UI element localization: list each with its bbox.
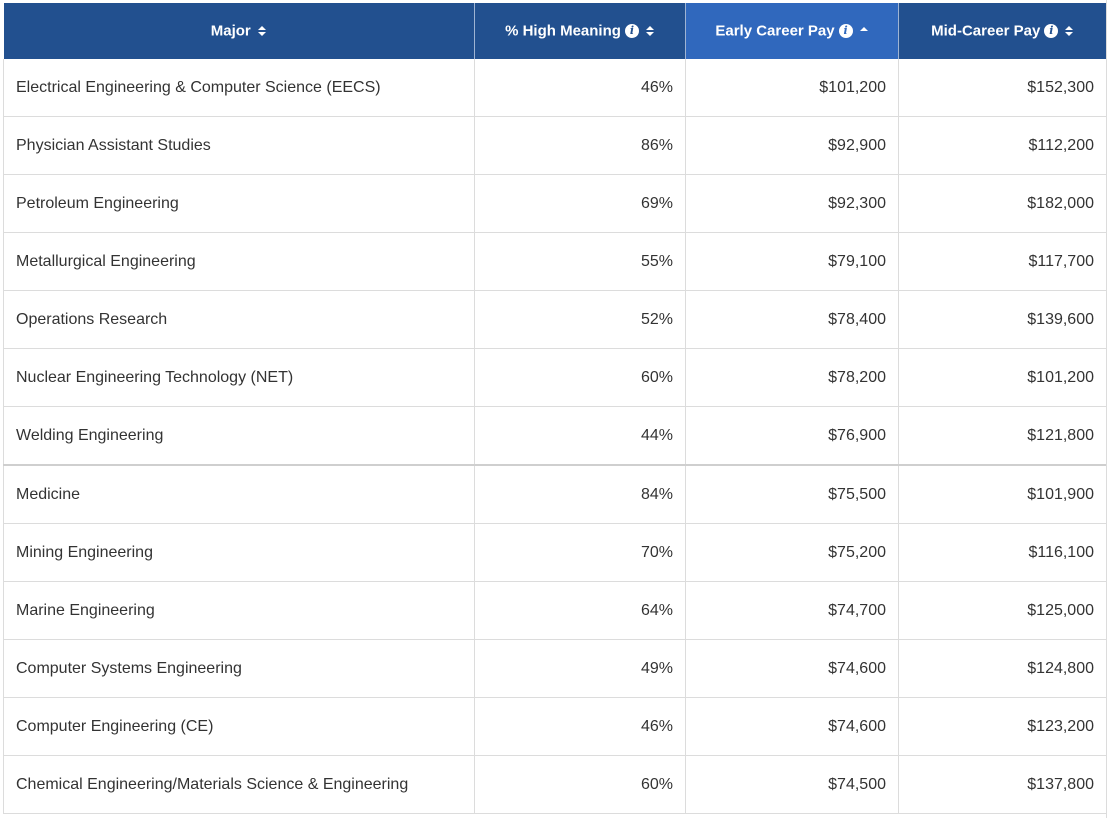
column-header-high-meaning[interactable]: % High Meaning i (474, 3, 686, 59)
table-row: Welding Engineering 44% $76,900 $121,800 (3, 406, 1107, 466)
sort-up-icon[interactable] (859, 24, 869, 38)
table-row: Mining Engineering 70% $75,200 $116,100 (3, 523, 1107, 582)
table-row: Marine Engineering 64% $74,700 $125,000 (3, 581, 1107, 640)
cell-early-career-pay: $92,900 (685, 116, 899, 175)
cell-mid-career-pay: $101,200 (898, 348, 1107, 407)
cell-major: Medicine (3, 465, 475, 524)
table-row: Computer Engineering (CE) 46% $74,600 $123,… (3, 697, 1107, 756)
cell-mid-career-pay: $112,200 (898, 116, 1107, 175)
column-header-mid-career-pay[interactable]: Mid-Career Pay i (898, 3, 1107, 59)
cell-high-meaning: 60% (474, 348, 686, 407)
cell-major: Petroleum Engineering (3, 174, 475, 233)
info-icon[interactable]: i (624, 24, 639, 39)
column-header-early-career-pay[interactable]: Early Career Pay i (685, 3, 899, 59)
cell-early-career-pay: $74,500 (685, 755, 899, 814)
cell-mid-career-pay: $101,900 (898, 465, 1107, 524)
cell-high-meaning: 70% (474, 523, 686, 582)
column-header-major[interactable]: Major (3, 3, 475, 59)
cell-early-career-pay: $76,900 (685, 406, 899, 466)
cell-high-meaning: 64% (474, 581, 686, 640)
cell-high-meaning: 86% (474, 116, 686, 175)
cell-early-career-pay: $92,300 (685, 174, 899, 233)
cell-major: Mining Engineering (3, 523, 475, 582)
table-row: Physician Assistant Studies 86% $92,900 $11… (3, 116, 1107, 175)
sort-both-icon[interactable] (645, 24, 655, 38)
cell-high-meaning: 44% (474, 406, 686, 466)
cell-mid-career-pay: $182,000 (898, 174, 1107, 233)
table-header: Major % High Meaning i Early Career Pay i … (3, 3, 1107, 59)
cell-early-career-pay: $74,600 (685, 639, 899, 698)
cell-early-career-pay: $75,200 (685, 523, 899, 582)
sort-both-icon[interactable] (1064, 24, 1074, 38)
cell-high-meaning: 49% (474, 639, 686, 698)
column-header-high-meaning-label: % High Meaning (505, 22, 621, 40)
info-icon[interactable]: i (838, 24, 853, 39)
cell-mid-career-pay: $139,600 (898, 290, 1107, 349)
table-row: Operations Research 52% $78,400 $139,600 (3, 290, 1107, 349)
cell-mid-career-pay: $117,700 (898, 232, 1107, 291)
cell-major: Nuclear Engineering Technology (NET) (3, 348, 475, 407)
cell-major: Metallurgical Engineering (3, 232, 475, 291)
table-row: Electrical Engineering & Computer Scienc… (3, 59, 1107, 117)
table-row: Computer Systems Engineering 49% $74,600 $1… (3, 639, 1107, 698)
column-header-mid-career-pay-label: Mid-Career Pay (931, 22, 1041, 40)
cell-high-meaning: 46% (474, 59, 686, 117)
cell-major: Physician Assistant Studies (3, 116, 475, 175)
cell-high-meaning: 46% (474, 697, 686, 756)
table-row: Metallurgical Engineering 55% $79,100 $117,… (3, 232, 1107, 291)
cell-major: Chemical Engineering/Materials Science &… (3, 755, 475, 814)
cell-major: Welding Engineering (3, 406, 475, 466)
info-icon[interactable]: i (1044, 24, 1059, 39)
cell-mid-career-pay: $123,200 (898, 697, 1107, 756)
cell-major: Electrical Engineering & Computer Scienc… (3, 59, 475, 117)
salary-table-container: Major % High Meaning i Early Career Pay i … (3, 3, 1107, 814)
cell-mid-career-pay: $116,100 (898, 523, 1107, 582)
cell-early-career-pay: $79,100 (685, 232, 899, 291)
cell-mid-career-pay: $121,800 (898, 406, 1107, 466)
table-body: Electrical Engineering & Computer Scienc… (3, 59, 1107, 814)
header-row: Major % High Meaning i Early Career Pay i … (3, 3, 1107, 59)
cell-mid-career-pay: $137,800 (898, 755, 1107, 814)
table-row: Petroleum Engineering 69% $92,300 $182,000 (3, 174, 1107, 233)
table-row: Chemical Engineering/Materials Science &… (3, 755, 1107, 814)
table-row: Nuclear Engineering Technology (NET) 60% $… (3, 348, 1107, 407)
cell-early-career-pay: $75,500 (685, 465, 899, 524)
sort-both-icon[interactable] (257, 24, 267, 38)
cell-high-meaning: 69% (474, 174, 686, 233)
cell-early-career-pay: $74,600 (685, 697, 899, 756)
cell-high-meaning: 84% (474, 465, 686, 524)
column-header-major-label: Major (210, 22, 251, 40)
cell-mid-career-pay: $152,300 (898, 59, 1107, 117)
cell-early-career-pay: $74,700 (685, 581, 899, 640)
cell-early-career-pay: $78,400 (685, 290, 899, 349)
table-row: Medicine 84% $75,500 $101,900 (3, 465, 1107, 524)
table-right-border (1106, 0, 1107, 818)
cell-mid-career-pay: $125,000 (898, 581, 1107, 640)
cell-early-career-pay: $78,200 (685, 348, 899, 407)
cell-early-career-pay: $101,200 (685, 59, 899, 117)
cell-major: Operations Research (3, 290, 475, 349)
cell-major: Computer Systems Engineering (3, 639, 475, 698)
cell-high-meaning: 52% (474, 290, 686, 349)
cell-high-meaning: 55% (474, 232, 686, 291)
column-header-early-career-pay-label: Early Career Pay (715, 22, 835, 40)
cell-major: Computer Engineering (CE) (3, 697, 475, 756)
cell-major: Marine Engineering (3, 581, 475, 640)
cell-high-meaning: 60% (474, 755, 686, 814)
cell-mid-career-pay: $124,800 (898, 639, 1107, 698)
salary-table: Major % High Meaning i Early Career Pay i … (3, 3, 1107, 814)
